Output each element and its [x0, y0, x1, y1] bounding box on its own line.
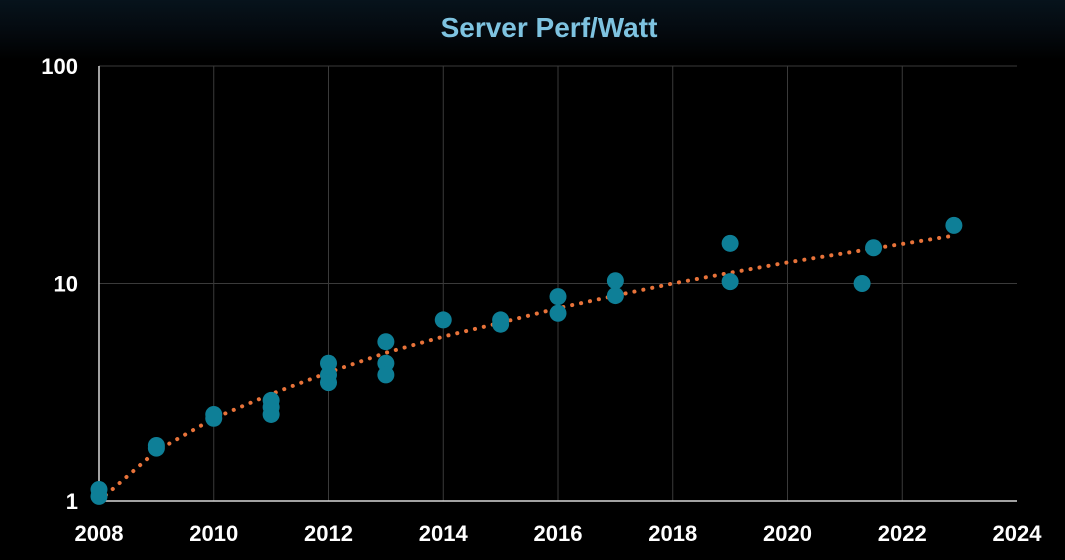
data-point — [320, 374, 337, 392]
grid-lines — [99, 65, 1017, 502]
data-point — [549, 304, 567, 322]
x-tick-label: 2016 — [534, 521, 583, 546]
data-point — [945, 216, 963, 234]
x-tick-label: 2022 — [878, 521, 927, 546]
data-point — [606, 272, 624, 290]
data-point — [320, 354, 337, 372]
data-point — [865, 239, 883, 257]
x-tick-label: 2020 — [763, 521, 812, 546]
data-point — [377, 333, 395, 351]
data-point — [90, 487, 108, 505]
data-point — [205, 409, 223, 427]
data-point — [377, 366, 395, 384]
x-tick-label: 2014 — [419, 521, 469, 546]
x-tick-label: 2012 — [304, 521, 353, 546]
data-point — [434, 311, 452, 329]
data-point — [147, 439, 165, 457]
y-tick-label: 10 — [54, 272, 78, 297]
data-point — [262, 405, 280, 423]
data-point — [606, 287, 624, 305]
y-tick-label: 100 — [41, 54, 78, 79]
trendline — [97, 233, 956, 503]
x-tick-label: 2010 — [189, 521, 238, 546]
data-point — [377, 354, 395, 372]
axes — [98, 66, 1017, 502]
data-point — [721, 273, 739, 291]
trendline-series — [97, 233, 956, 503]
chart-title: Server Perf/Watt — [440, 12, 658, 43]
tick-labels: 2008 2010 2012 2014 2016 2018 2020 2022 2024 1 10 1… — [41, 54, 1042, 546]
x-tick-label: 2008 — [75, 521, 124, 546]
y-tick-label: 1 — [66, 489, 78, 514]
x-tick-label: 2018 — [648, 521, 697, 546]
data-point — [853, 275, 871, 292]
x-tick-label: 2024 — [993, 521, 1043, 546]
header-banner — [0, 0, 1065, 60]
data-point — [492, 315, 510, 333]
data-point — [721, 234, 739, 252]
scatter-series — [90, 216, 963, 505]
data-point — [549, 288, 567, 306]
